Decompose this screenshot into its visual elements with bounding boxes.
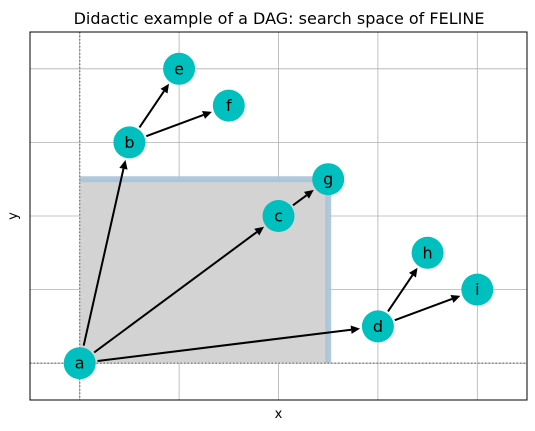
- plot-frame: [29, 31, 528, 401]
- node-circle: [63, 347, 96, 380]
- node-label: b: [124, 133, 134, 152]
- node-label: f: [226, 96, 232, 115]
- node-f: f: [212, 89, 245, 122]
- arrowhead: [350, 325, 361, 334]
- node-label: g: [323, 170, 333, 189]
- chart-title: Didactic example of a DAG: search space …: [74, 9, 485, 28]
- node-circle: [411, 236, 444, 269]
- arrowhead: [409, 267, 418, 278]
- node-label: e: [174, 59, 184, 78]
- edge-d-i: [394, 295, 461, 322]
- edge-a-c: [93, 226, 265, 354]
- node-label: i: [475, 280, 479, 299]
- edge-b-e: [138, 83, 170, 129]
- node-e: e: [163, 52, 196, 85]
- node-label: d: [373, 317, 383, 336]
- edge-c-g: [292, 189, 314, 207]
- edge-a-d: [97, 325, 361, 362]
- node-circle: [361, 310, 394, 343]
- node-circle: [461, 273, 494, 306]
- node-circle: [212, 89, 245, 122]
- edge-a-b: [82, 159, 128, 346]
- node-circle: [113, 126, 146, 159]
- node-a: a: [63, 347, 96, 380]
- node-g: g: [312, 163, 345, 196]
- arrowhead: [254, 226, 265, 236]
- nodes: a b c d e f g h i: [63, 52, 494, 380]
- node-circle: [163, 52, 196, 85]
- y-axis-label: y: [6, 212, 21, 220]
- node-d: d: [361, 310, 394, 343]
- arrowhead: [450, 295, 461, 303]
- node-label: c: [274, 207, 283, 226]
- arrowhead: [160, 83, 170, 94]
- node-circle: [262, 200, 295, 232]
- arrowhead: [119, 159, 128, 170]
- edges: [82, 83, 461, 362]
- arrowhead: [202, 111, 212, 119]
- node-label: a: [75, 354, 85, 373]
- arrowhead: [304, 189, 314, 199]
- node-i: i: [461, 273, 494, 306]
- node-b: b: [113, 126, 146, 159]
- reference-lines: [30, 32, 527, 400]
- node-label: h: [423, 243, 433, 262]
- node-circle: [312, 163, 345, 196]
- node-h: h: [411, 236, 444, 269]
- edge-b-f: [145, 111, 212, 138]
- node-c: c: [262, 200, 295, 232]
- edge-d-h: [387, 267, 418, 313]
- x-axis-label: x: [275, 407, 283, 422]
